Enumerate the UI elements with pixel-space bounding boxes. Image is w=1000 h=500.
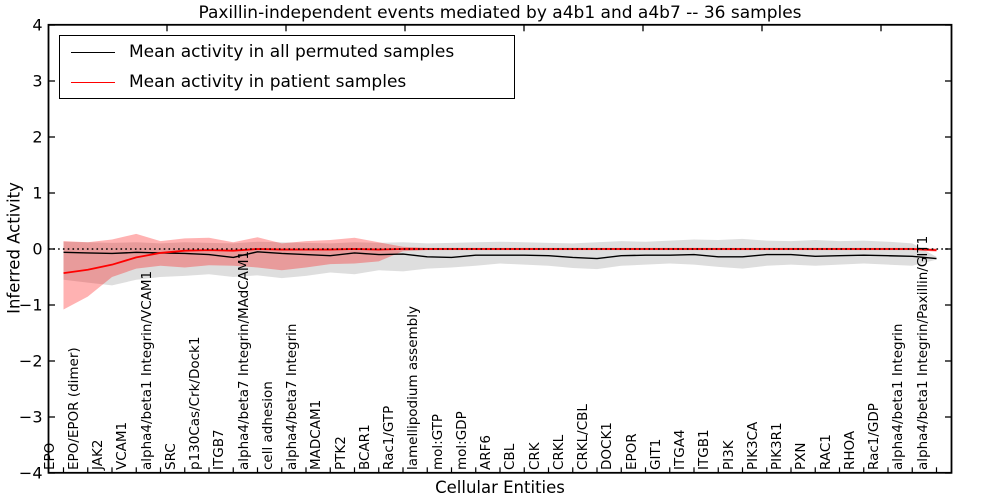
x-tick-label: lamellipodium assembly [405, 306, 422, 470]
x-tick-label: PIK3R1 [769, 422, 785, 470]
legend-line-sample-red [71, 81, 115, 83]
x-tick-label: CRKL [550, 434, 567, 470]
y-tick-label: 0 [32, 240, 42, 259]
x-tick-label: RAC1 [817, 434, 834, 470]
x-tick-label: Rac1/GDP [866, 403, 882, 470]
x-tick-label: alpha4/beta1 Integrin [890, 323, 907, 470]
x-tick-label: SRC [162, 443, 179, 470]
x-tick-label: mol:GTP [429, 413, 446, 470]
y-tick-label: −4 [19, 464, 43, 483]
x-tick-label: mol:GDP [453, 411, 470, 470]
legend-line-sample-black [71, 51, 115, 53]
x-tick-label: alpha4/beta7 Integrin [284, 323, 300, 470]
legend: Mean activity in all permuted samples Me… [59, 35, 515, 99]
legend-label-patient: Mean activity in patient samples [129, 72, 407, 92]
x-tick-label: EPOR [623, 433, 640, 470]
x-tick-label: PIK3CA [744, 421, 761, 470]
y-tick-label: 1 [32, 184, 42, 203]
y-tick-label: 4 [32, 16, 42, 35]
x-tick-label: EPO [41, 442, 58, 470]
x-tick-label: VCAM1 [114, 421, 131, 470]
x-tick-label: MADCAM1 [308, 399, 325, 470]
permuted-band [63, 238, 937, 286]
x-tick-label: DOCK1 [599, 422, 616, 470]
x-axis-label: Cellular Entities [435, 478, 565, 497]
x-tick-label: cell adhesion [259, 381, 276, 470]
y-tick-label: −1 [19, 296, 43, 315]
y-tick-label: 2 [32, 128, 42, 147]
y-tick-label: 3 [32, 72, 42, 91]
x-tick-label: PI3K [720, 440, 737, 470]
x-tick-label: ITGB1 [696, 429, 713, 470]
x-tick-label: ITGB7 [211, 429, 228, 470]
x-tick-label: BCAR1 [356, 424, 373, 470]
y-axis-label: Inferred Activity [4, 182, 24, 314]
x-tick-label: ARF6 [478, 435, 494, 470]
chart-title: Paxillin-independent events mediated by … [198, 3, 802, 23]
legend-label-permuted: Mean activity in all permuted samples [129, 42, 455, 62]
legend-entry-patient: Mean activity in patient samples [60, 68, 514, 96]
x-tick-label: Rac1/GTP [381, 405, 397, 470]
y-tick-label: −2 [19, 352, 43, 371]
x-tick-label: PTK2 [332, 436, 349, 470]
x-tick-label: ITGA4 [672, 429, 688, 470]
x-tick-label: alpha4/beta1 Integrin/Paxillin/GIT1 [914, 235, 931, 470]
x-tick-label: CBL [502, 443, 519, 470]
x-tick-label: p130Cas/Crk/Dock1 [187, 336, 203, 470]
x-tick-label: JAK2 [90, 439, 106, 470]
x-tick-label: alpha4/beta1 Integrin/VCAM1 [138, 270, 155, 470]
x-tick-label: RHOA [841, 430, 858, 470]
x-tick-label: alpha4/beta7 Integrin/MAdCAM1 [235, 250, 252, 470]
x-tick-label: PXN [793, 442, 810, 471]
legend-entry-permuted: Mean activity in all permuted samples [60, 38, 514, 66]
x-tick-label: CRK [526, 442, 543, 470]
permuted-mean-line [63, 251, 937, 260]
x-tick-label: CRKL/CBL [575, 404, 591, 470]
x-tick-label: EPO/EPOR (dimer) [65, 347, 82, 470]
y-tick-label: −3 [19, 408, 43, 427]
x-tick-label: GIT1 [647, 438, 664, 470]
